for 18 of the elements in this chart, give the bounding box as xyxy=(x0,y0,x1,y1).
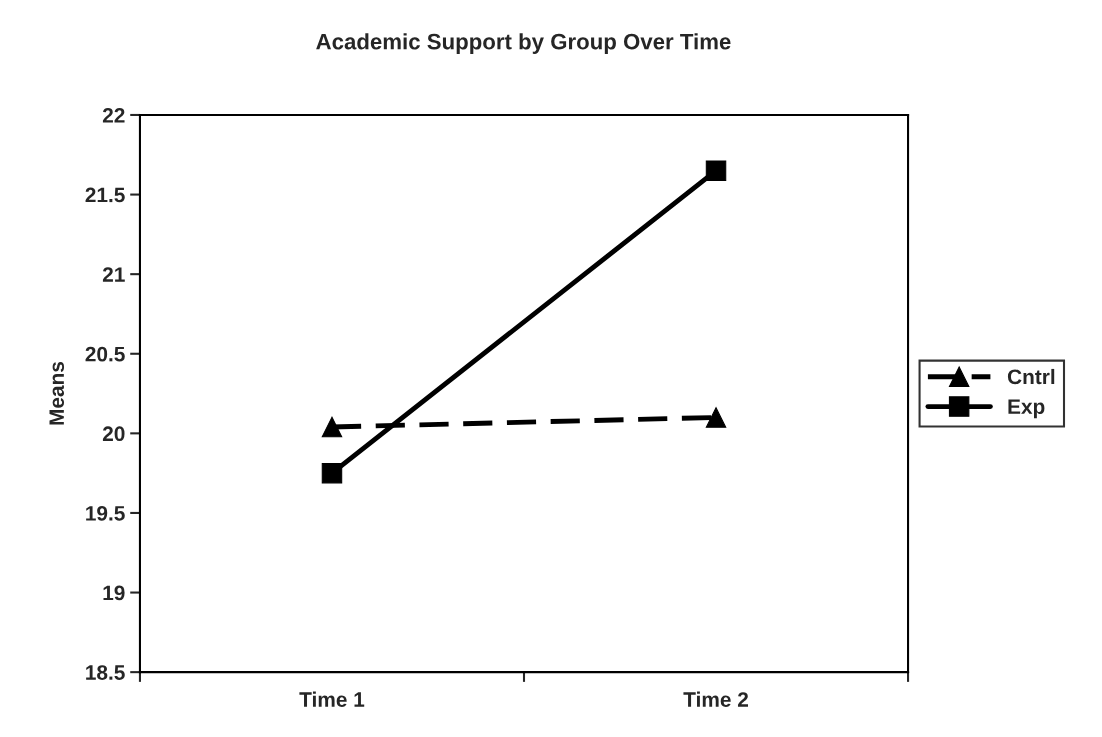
point xyxy=(705,407,727,428)
legend-label: Cntrl xyxy=(1007,368,1055,385)
x-tick-label: Time 2 xyxy=(683,691,749,707)
x-tick-label: Time 1 xyxy=(299,691,365,707)
y-tick-label: 20.5 xyxy=(85,346,125,362)
chart-title: Academic Support by Group Over Time xyxy=(316,33,731,54)
legend-label: Exp xyxy=(1008,399,1045,419)
y-tick-label: 19.5 xyxy=(86,505,125,521)
y-tick-label: 21.5 xyxy=(85,187,125,203)
y-axis-title: Means xyxy=(49,361,65,425)
point xyxy=(705,160,727,181)
y-tick-label: 21 xyxy=(102,267,125,282)
point xyxy=(321,462,343,484)
y-tick-label: 18.5 xyxy=(86,665,125,680)
y-tick-label: 20 xyxy=(102,426,125,442)
y-tick-label: 22 xyxy=(102,107,125,123)
point xyxy=(321,416,343,438)
y-tick-label: 19 xyxy=(103,585,125,601)
